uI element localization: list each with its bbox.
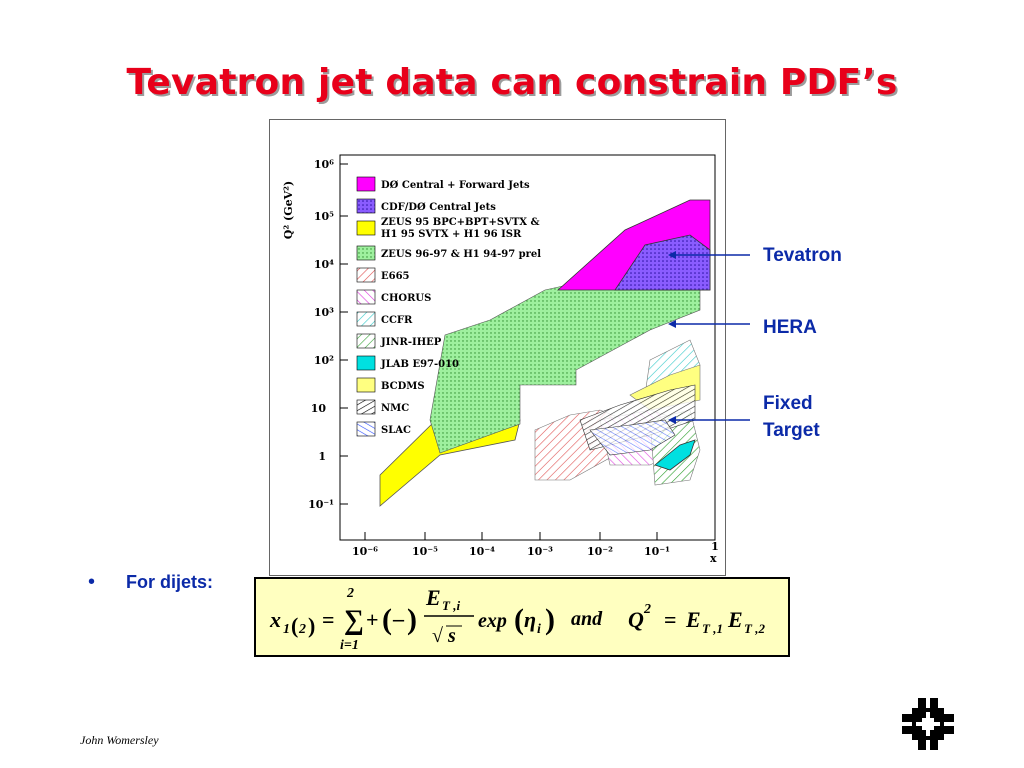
plot-svg: DØ Central + Forward Jets CDF/DØ Central… [282,154,719,565]
x-tick-label: 10⁻⁴ [469,545,495,558]
legend-label-ccfr: CCFR [381,315,413,326]
exp-func: exp [478,610,507,632]
q-superscript: 2 [643,602,651,617]
legend-label-nmc: NMC [381,403,409,414]
x-ticks [364,532,658,540]
y-tick-label: 10⁻¹ [308,498,334,511]
slide-title: Tevatron jet data can constrain PDF’s [126,62,898,103]
y-tick-label: 10⁵ [314,210,334,223]
sqrt-sign: √ [432,625,443,647]
fixed-target-label-1: Fixed [763,393,813,414]
x-tick-label: 10⁻⁶ [352,545,378,558]
y-tick-label: 10 [311,402,327,415]
formula-sub-2: 2 [298,622,306,637]
callout-arrows [668,251,750,424]
rhs-e1: E [685,607,701,632]
y-tick-label: 10³ [314,306,334,319]
x-tick-label: 10⁻³ [527,545,553,558]
svg-text:): ) [308,613,315,638]
legend-label-jinr: JINR-IHEP [380,337,442,348]
svg-text:(: ( [382,603,392,636]
sum-lower: i=1 [340,638,359,653]
rhs-sub-1: T ,1 [702,621,723,636]
formula-equals: = [322,607,335,632]
legend-label-jlab: JLAB E97-010 [380,359,459,370]
svg-text:(: ( [291,613,298,638]
svg-text:(: ( [514,603,524,636]
formula-svg: x 1 ( 2 ) = 2 ∑ i=1 + ( – ) E T ,i √ s e… [269,585,765,653]
y-tick-label: 10⁶ [314,158,334,171]
fixed-target-label-2: Target [763,420,820,441]
legend-label-bcdms: BCDMS [381,381,425,392]
minus-sign: – [392,606,405,631]
rhs-sub-2: T ,2 [744,621,765,636]
x-tick-label: 10⁻¹ [644,545,670,558]
formula-x: x [269,607,281,632]
legend-label-zeus96: ZEUS 96-97 & H1 94-97 prel [381,249,541,260]
x-tick-label: 1 [711,540,719,553]
plot-legend: DØ Central + Forward Jets CDF/DØ Central… [356,176,541,437]
svg-text:): ) [407,603,417,636]
tevatron-label: Tevatron [763,245,842,266]
slac-region [589,419,676,456]
eta-symbol: η [524,607,536,632]
bullet-marker: • [88,571,96,593]
cdf-d0-central-jets-region [614,234,711,291]
fraction-denominator: s [447,625,456,647]
y-tick-labels: 10⁻¹ 1 10 10² 10³ 10⁴ 10⁵ 10⁶ [308,158,334,511]
y-axis-label: Q² (GeV²) [282,181,295,239]
sum-upper: 2 [346,586,354,601]
plot-axes-frame [339,154,716,541]
x-tick-labels: 10⁻⁶ 10⁻⁵ 10⁻⁴ 10⁻³ 10⁻² 10⁻¹ 1 [352,540,719,558]
formula-sub-1: 1 [283,622,290,637]
x-tick-label: 10⁻⁵ [412,545,438,558]
legend-label-zeus95: ZEUS 95 BPC+BPT+SVTX & [381,217,540,228]
y-tick-label: 10⁴ [314,258,334,271]
legend-label-cdf-d0: CDF/DØ Central Jets [381,202,496,213]
rhs-e2: E [727,607,743,632]
x-tick-label: 10⁻² [587,545,613,558]
sum-sign: ∑ [344,605,364,636]
and-word: and [571,608,603,630]
author-footer: John Womersley [80,733,159,747]
eta-sub: i [537,622,541,637]
y-tick-label: 1 [318,450,326,463]
x-axis-label: x [710,552,717,565]
legend-label-e665: E665 [381,271,410,282]
bullet-text: For dijets: [126,572,214,592]
legend-label-d0: DØ Central + Forward Jets [381,180,530,191]
y-ticks [340,163,348,505]
hera-label: HERA [763,317,817,338]
legend-label-zeus95-line2: H1 95 SVTX + H1 96 ISR [381,229,522,240]
legend-label-slac: SLAC [381,425,411,436]
q-symbol: Q [628,607,644,632]
fraction-numerator: E [425,585,441,610]
legend-label-chorus: CHORUS [381,293,431,304]
y-tick-label: 10² [314,354,334,367]
formula-equals-2: = [664,607,677,632]
fraction-numerator-sub: T ,i [442,598,460,613]
plus-sign: + [366,607,379,632]
kinematic-plane-plot: DØ Central + Forward Jets CDF/DØ Central… [269,119,726,576]
dijet-formula-box: x 1 ( 2 ) = 2 ∑ i=1 + ( – ) E T ,i √ s e… [254,577,790,657]
jlab-region [654,439,696,471]
svg-text:): ) [545,603,555,636]
fermilab-logo-icon [902,698,954,750]
